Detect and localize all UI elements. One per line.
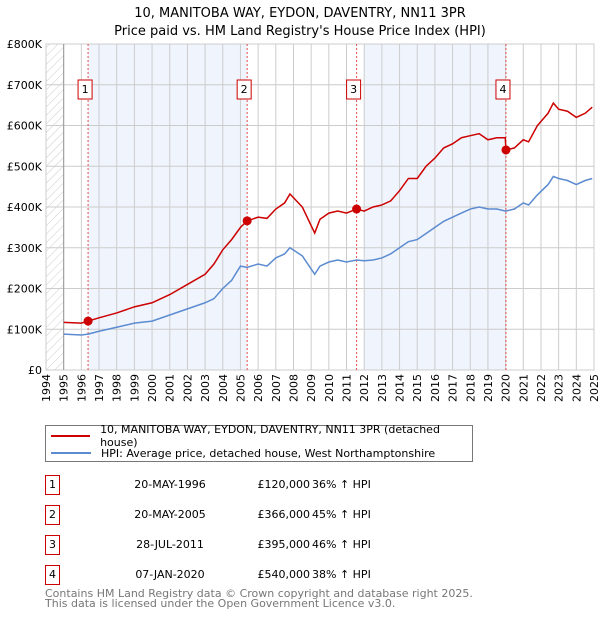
y-tick-label: £300K [7,242,43,255]
x-tick-label: 2003 [199,374,212,402]
legend-item-property: 10, MANITOBA WAY, EYDON, DAVENTRY, NN11 … [51,423,472,449]
y-tick-label: £800K [7,38,43,51]
x-tick-label: 2011 [341,374,354,402]
y-tick-label: £100K [7,323,43,336]
x-tick-label: 1995 [58,374,71,402]
y-tick-label: £400K [7,201,43,214]
x-tick-label: 2023 [553,374,566,402]
x-tick-label: 2020 [500,374,513,402]
sale-date: 07-JAN-2020 [135,568,205,581]
x-tick-label: 2010 [323,374,336,402]
x-tick-label: 2001 [164,374,177,402]
sale-label-box [346,79,362,100]
x-tick-label: 2014 [394,374,407,402]
x-tick-label: 2013 [376,374,389,402]
x-tick-label: 2006 [252,374,265,402]
sale-label-box [236,79,252,100]
sale-label: 2 [241,83,248,96]
y-tick-label: £200K [7,283,43,296]
x-tick-label: 2017 [447,374,460,402]
price-chart: 10, MANITOBA WAY, EYDON, DAVENTRY, NN11 … [7,6,600,402]
x-tick-label: 1999 [128,374,141,402]
x-tick-label: 2016 [429,374,442,402]
sale-number: 3 [45,535,60,555]
footer-line-1: Contains HM Land Registry data © Crown c… [45,587,473,600]
x-tick-label: 2004 [217,374,230,402]
property-series-line [63,101,593,324]
blue-line-swatch [51,452,91,454]
x-tick-label: 2007 [270,374,283,402]
sale-label: 1 [82,83,89,96]
x-tick-label: 2025 [588,374,600,402]
sale-hpi-change: 45% ↑ HPI [312,508,371,521]
sale-row: 2 20-MAY-2005 £366,000 45% ↑ HPI [45,505,445,525]
sale-number: 1 [45,475,60,495]
x-tick-label: 1996 [75,374,88,402]
sale-price: £366,000 [257,508,311,521]
y-tick-label: £600K [7,120,43,133]
sale-hpi-change: 46% ↑ HPI [312,538,371,551]
sale-point [83,316,93,326]
footer-line-2: This data is licensed under the Open Gov… [45,597,396,610]
sale-price: £120,000 [257,478,311,491]
legend: 10, MANITOBA WAY, EYDON, DAVENTRY, NN11 … [45,423,473,462]
sale-point [352,204,362,214]
x-tick-label: 2019 [482,374,495,402]
red-line-swatch [51,435,91,437]
y-tick-label: £500K [7,160,43,173]
chart-subtitle: Price paid vs. HM Land Registry's House … [114,24,486,39]
sale-point [242,216,252,226]
sale-label: 4 [499,83,506,96]
x-tick-label: 2008 [287,374,300,402]
x-tick-label: 1994 [40,374,53,402]
sale-hpi-change: 36% ↑ HPI [312,478,371,491]
footer: Contains HM Land Registry data © Crown c… [45,587,473,610]
chart-title: 10, MANITOBA WAY, EYDON, DAVENTRY, NN11 … [134,6,466,21]
sale-row: 1 20-MAY-1996 £120,000 36% ↑ HPI [45,475,445,495]
sale-date: 20-MAY-2005 [134,508,206,521]
x-tick-label: 2018 [464,374,477,402]
sale-row: 3 28-JUL-2011 £395,000 46% ↑ HPI [45,535,445,555]
sale-number: 4 [45,565,60,585]
sale-label: 3 [350,83,357,96]
sale-date: 28-JUL-2011 [136,538,204,551]
legend-item-hpi: HPI: Average price, detached house, West… [51,445,435,461]
sale-row: 4 07-JAN-2020 £540,000 38% ↑ HPI [45,565,445,585]
sale-date: 20-MAY-1996 [134,478,206,491]
x-tick-label: 2022 [535,374,548,402]
sale-price: £540,000 [257,568,311,581]
x-tick-label: 2021 [517,374,530,402]
x-tick-label: 2015 [411,374,424,402]
x-tick-label: 2002 [181,374,194,402]
hpi-series-line [63,175,593,336]
sale-number: 2 [45,505,60,525]
x-tick-label: 2024 [570,374,583,402]
x-tick-label: 2012 [358,374,371,402]
x-tick-label: 1998 [111,374,124,402]
legend-label: 10, MANITOBA WAY, EYDON, DAVENTRY, NN11 … [100,423,440,449]
legend-label: HPI: Average price, detached house, West… [101,446,436,460]
sale-hpi-change: 38% ↑ HPI [312,568,371,581]
x-tick-label: 2000 [146,374,159,402]
x-tick-label: 1997 [93,374,106,402]
sale-label-box [495,79,511,100]
y-tick-label: £0 [28,364,42,377]
sale-point [501,145,511,155]
x-tick-label: 2009 [305,374,318,402]
sale-price: £395,000 [257,538,311,551]
x-tick-label: 2005 [234,374,247,402]
sale-label-box [77,79,93,100]
y-tick-label: £700K [7,79,43,92]
